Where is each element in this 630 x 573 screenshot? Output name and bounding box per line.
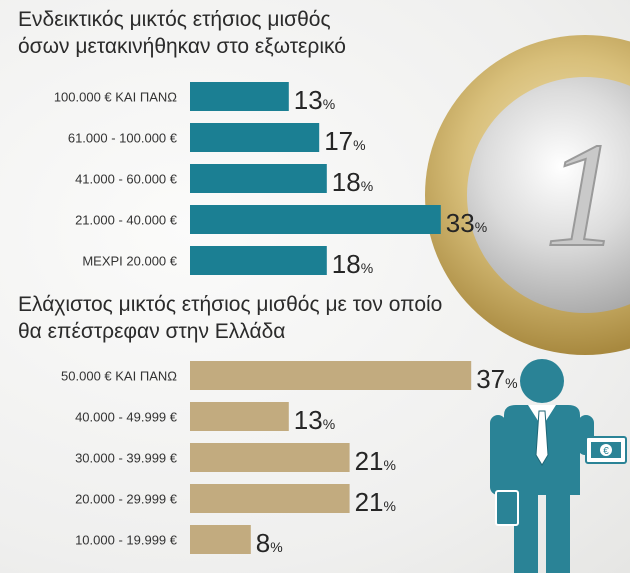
- bar-bottom-4: [190, 525, 251, 554]
- bottom-chart-title-line1: Ελάχιστος μικτός ετήσιος μισθός με τον ο…: [18, 293, 443, 316]
- category-label: 61.000 - 100.000 €: [68, 131, 178, 146]
- top-chart-title-line1: Ενδεικτικός μικτός ετήσιος μισθός: [18, 8, 331, 31]
- bar-bottom-3: [190, 484, 350, 513]
- category-label: ΜΕΧΡΙ 20.000 €: [82, 254, 177, 269]
- value-label: 8%: [256, 528, 283, 558]
- value-label: 37%: [476, 364, 517, 394]
- value-label: 18%: [332, 167, 373, 197]
- coin-inner-disc: [467, 77, 630, 313]
- value-label: 21%: [355, 487, 396, 517]
- category-label: 30.000 - 39.999 €: [75, 451, 178, 466]
- head-icon: [520, 359, 564, 403]
- bar-top-4: [190, 246, 327, 275]
- bar-top-3: [190, 205, 441, 234]
- value-label: 13%: [294, 405, 335, 435]
- top-chart-title-line2: όσων μετακινήθηκαν στο εξωτερικό: [18, 35, 346, 58]
- right-leg-icon: [546, 493, 570, 573]
- value-label: 13%: [294, 85, 335, 115]
- briefcase-icon: [495, 490, 519, 526]
- tie-icon: [535, 410, 549, 466]
- bottom-chart-title-line2: θα επέστρεφαν στην Ελλάδα: [18, 320, 286, 343]
- bar-top-0: [190, 82, 289, 111]
- category-label: 50.000 € ΚΑΙ ΠΑΝΩ: [61, 369, 177, 384]
- left-arm-icon: [490, 415, 506, 495]
- category-label: 100.000 € ΚΑΙ ΠΑΝΩ: [54, 90, 177, 105]
- euro-banknote-icon: €: [585, 436, 627, 464]
- category-label: 41.000 - 60.000 €: [75, 172, 178, 187]
- value-label: 17%: [324, 126, 365, 156]
- bar-bottom-1: [190, 402, 289, 431]
- coin-numeral: 1: [545, 112, 620, 278]
- category-label: 21.000 - 40.000 €: [75, 213, 178, 228]
- bar-top-1: [190, 123, 320, 152]
- category-label: 10.000 - 19.999 €: [75, 533, 178, 548]
- svg-text:€: €: [603, 446, 609, 457]
- bar-bottom-0: [190, 361, 472, 390]
- category-label: 20.000 - 29.999 €: [75, 492, 178, 507]
- bar-top-2: [190, 164, 327, 193]
- value-label: 33%: [446, 208, 487, 238]
- category-label: 40.000 - 49.999 €: [75, 410, 178, 425]
- top-chart-title: Ενδεικτικός μικτός ετήσιος μισθός όσων μ…: [18, 6, 346, 60]
- businessman-icon: €: [490, 359, 627, 573]
- value-label: 21%: [355, 446, 396, 476]
- bar-bottom-2: [190, 443, 350, 472]
- bottom-chart-title: Ελάχιστος μικτός ετήσιος μισθός με τον ο…: [18, 291, 442, 345]
- value-label: 18%: [332, 249, 373, 279]
